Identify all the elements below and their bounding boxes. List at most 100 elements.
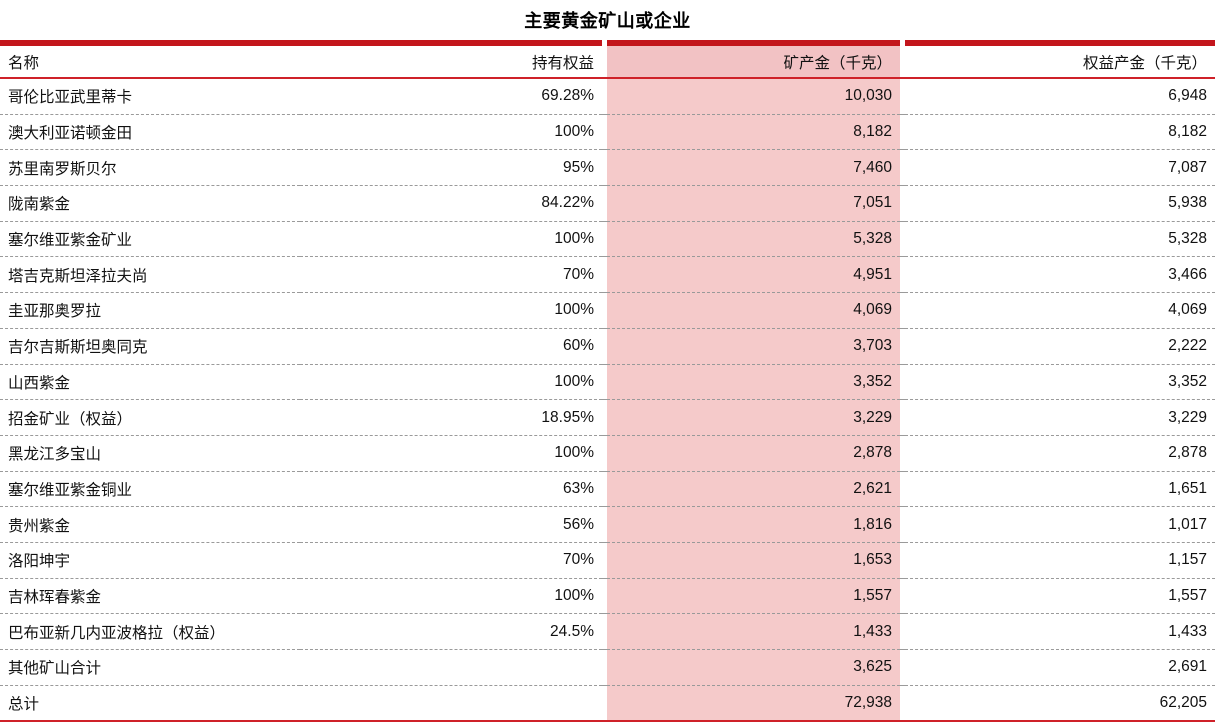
row-name-cell: 塔吉克斯坦泽拉夫尚	[0, 257, 300, 294]
row-name-cell: 塞尔维亚紫金铜业	[0, 472, 300, 508]
row-mined-gold-cell: 8,182	[607, 114, 900, 151]
row-name-cell: 吉林珲春紫金	[0, 579, 300, 615]
column-gap	[900, 115, 905, 151]
table-row: 巴布亚新几内亚波格拉（权益） 24.5% 1,433 1,433	[0, 614, 1215, 650]
column-gap	[602, 472, 607, 508]
row-attributable-gold-cell: 1,557	[905, 579, 1215, 615]
column-gap	[900, 186, 905, 222]
row-mined-gold-cell: 4,069	[607, 293, 900, 329]
column-gap	[602, 579, 607, 615]
row-mined-gold-cell: 7,460	[607, 150, 900, 187]
column-gap	[900, 257, 905, 294]
column-gap	[602, 400, 607, 436]
header-holding-equity: 持有权益	[300, 40, 602, 79]
column-gap	[900, 150, 905, 187]
row-attributable-gold-cell: 3,466	[905, 257, 1215, 294]
column-gap	[900, 293, 905, 329]
table-row: 塞尔维亚紫金铜业 63% 2,621 1,651	[0, 471, 1215, 508]
row-holding-equity-cell: 100%	[300, 115, 602, 151]
row-attributable-gold-cell: 8,182	[905, 115, 1215, 151]
row-mined-gold-cell: 3,703	[607, 328, 900, 365]
table-row: 吉尔吉斯斯坦奥同克 60% 3,703 2,222	[0, 328, 1215, 365]
row-mined-gold-cell: 4,951	[607, 257, 900, 294]
row-holding-equity-cell: 56%	[300, 507, 602, 543]
row-attributable-gold-cell: 6,948	[905, 79, 1215, 115]
header-attributable-gold: 权益产金（千克）	[905, 40, 1215, 79]
table-row: 黑龙江多宝山 100% 2,878 2,878	[0, 435, 1215, 472]
table-header: 名称 持有权益 矿产金（千克） 权益产金（千克）	[0, 40, 1215, 79]
column-gap	[900, 365, 905, 401]
row-attributable-gold-cell: 5,328	[905, 222, 1215, 258]
column-gap	[602, 293, 607, 329]
table-row: 塞尔维亚紫金矿业 100% 5,328 5,328	[0, 221, 1215, 258]
row-holding-equity-cell: 18.95%	[300, 400, 602, 436]
row-name-cell: 招金矿业（权益）	[0, 400, 300, 436]
row-mined-gold-cell: 3,625	[607, 650, 900, 686]
column-gap	[602, 186, 607, 222]
column-gap	[602, 614, 607, 650]
column-gap	[602, 650, 607, 686]
row-mined-gold-cell: 10,030	[607, 79, 900, 115]
row-attributable-gold-cell: 1,651	[905, 472, 1215, 508]
row-holding-equity-cell: 60%	[300, 329, 602, 365]
row-holding-equity-cell: 100%	[300, 293, 602, 329]
table-body: 哥伦比亚武里蒂卡 69.28% 10,030 6,948 澳大利亚诺顿金田 100% 8,1…	[0, 79, 1215, 723]
row-holding-equity-cell: 70%	[300, 543, 602, 579]
row-holding-equity-cell: 63%	[300, 472, 602, 508]
row-attributable-gold-cell: 4,069	[905, 293, 1215, 329]
column-gap	[900, 329, 905, 365]
row-attributable-gold-cell: 1,433	[905, 614, 1215, 650]
row-name-cell: 洛阳坤宇	[0, 543, 300, 579]
row-attributable-gold-cell: 7,087	[905, 150, 1215, 187]
column-gap	[602, 365, 607, 401]
table-row: 吉林珲春紫金 100% 1,557 1,557	[0, 578, 1215, 615]
row-name-cell: 贵州紫金	[0, 507, 300, 543]
row-attributable-gold-cell: 62,205	[905, 686, 1215, 723]
row-holding-equity-cell: 100%	[300, 365, 602, 401]
row-attributable-gold-cell: 3,229	[905, 400, 1215, 436]
column-gap	[900, 507, 905, 543]
row-name-cell: 苏里南罗斯贝尔	[0, 150, 300, 187]
row-mined-gold-cell: 1,816	[607, 507, 900, 543]
row-holding-equity-cell: 100%	[300, 579, 602, 615]
table-title: 主要黄金矿山或企业	[524, 11, 691, 31]
row-mined-gold-cell: 2,621	[607, 471, 900, 508]
row-holding-equity-cell	[300, 686, 602, 723]
header-row: 名称 持有权益 矿产金（千克） 权益产金（千克）	[0, 40, 1215, 79]
row-name-cell: 山西紫金	[0, 365, 300, 401]
header-name: 名称	[0, 40, 300, 79]
row-holding-equity-cell: 95%	[300, 150, 602, 187]
row-mined-gold-cell: 1,557	[607, 578, 900, 615]
column-gap	[900, 222, 905, 258]
row-holding-equity-cell	[300, 650, 602, 686]
row-mined-gold-cell: 3,352	[607, 364, 900, 401]
column-gap	[900, 543, 905, 579]
row-mined-gold-cell: 2,878	[607, 435, 900, 472]
row-name-cell: 总计	[0, 686, 300, 723]
row-attributable-gold-cell: 5,938	[905, 186, 1215, 222]
column-gap	[602, 257, 607, 294]
row-name-cell: 黑龙江多宝山	[0, 436, 300, 472]
table-row: 塔吉克斯坦泽拉夫尚 70% 4,951 3,466	[0, 257, 1215, 294]
column-gap	[602, 79, 607, 115]
row-holding-equity-cell: 100%	[300, 222, 602, 258]
table-row: 哥伦比亚武里蒂卡 69.28% 10,030 6,948	[0, 79, 1215, 115]
table-row: 澳大利亚诺顿金田 100% 8,182 8,182	[0, 114, 1215, 151]
row-attributable-gold-cell: 1,017	[905, 507, 1215, 543]
column-gap	[602, 686, 607, 723]
column-gap	[900, 400, 905, 436]
row-mined-gold-cell: 1,653	[607, 542, 900, 579]
column-gap	[602, 222, 607, 258]
row-mined-gold-cell: 5,328	[607, 221, 900, 258]
column-gap	[900, 650, 905, 686]
row-name-cell: 其他矿山合计	[0, 650, 300, 686]
column-gap	[602, 150, 607, 187]
column-gap	[900, 472, 905, 508]
column-gap	[602, 115, 607, 151]
row-name-cell: 哥伦比亚武里蒂卡	[0, 79, 300, 115]
row-mined-gold-cell: 3,229	[607, 400, 900, 436]
table-row: 总计 72,938 62,205	[0, 685, 1215, 723]
row-holding-equity-cell: 69.28%	[300, 79, 602, 115]
row-holding-equity-cell: 84.22%	[300, 186, 602, 222]
